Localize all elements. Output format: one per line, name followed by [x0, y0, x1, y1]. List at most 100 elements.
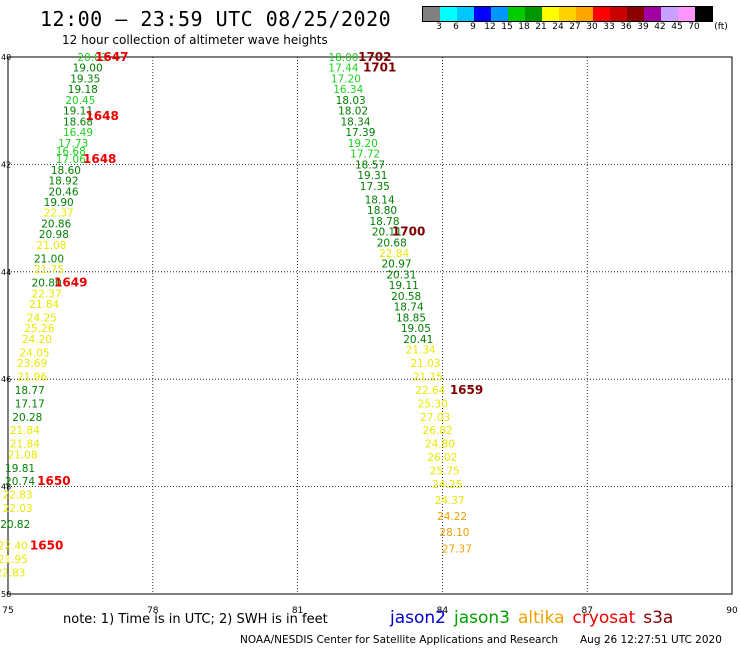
wave-height-value: 18.03	[336, 95, 366, 107]
wave-height-value: 24.37	[435, 495, 465, 507]
color-scale-label: 12	[484, 22, 496, 32]
wave-height-value: 19.11	[63, 106, 93, 118]
wave-height-value: 16.68	[56, 146, 86, 158]
wave-height-value: 17.44	[328, 63, 358, 75]
wave-height-value: 18.77	[15, 385, 45, 397]
wave-height-value: 20.41	[403, 334, 433, 346]
color-swatch	[440, 7, 457, 21]
color-scale-unit: (ft)	[714, 22, 728, 32]
color-swatch	[695, 7, 712, 21]
wave-height-value: 16.49	[63, 127, 93, 139]
time-label: 1648	[85, 109, 118, 123]
wave-height-value: 19.35	[70, 73, 100, 85]
x-tick-label: 81	[292, 606, 303, 616]
time-label: 1647	[95, 50, 128, 64]
color-scale-label: 6	[453, 22, 459, 32]
wave-height-value: 20.82	[0, 519, 30, 531]
color-scale-label: 42	[654, 22, 666, 32]
color-swatch	[457, 7, 474, 21]
wave-height-value: 20.86	[41, 218, 71, 230]
wave-height-value: 21.95	[0, 554, 28, 566]
wave-height-value: 21.96	[17, 372, 47, 384]
wave-height-value: 19.81	[5, 463, 35, 475]
y-tick-label: 50	[1, 590, 11, 599]
time-label: 1702	[358, 50, 391, 64]
color-scale-label: 70	[688, 22, 700, 32]
color-swatch	[474, 7, 491, 21]
wave-height-value: 22.83	[0, 568, 25, 580]
time-label: 1650	[30, 539, 63, 553]
wave-height-value: 18.14	[365, 194, 395, 206]
wave-height-value: 20.68	[377, 237, 407, 249]
wave-height-value: 25.30	[418, 398, 448, 410]
time-label: 1648	[83, 152, 116, 166]
color-swatch	[491, 7, 508, 21]
wave-height-value: 19.90	[44, 197, 74, 209]
color-swatch	[593, 7, 610, 21]
time-label: 1701	[363, 61, 396, 75]
wave-height-value: 27.37	[442, 543, 472, 555]
wave-height-value: 21.34	[406, 345, 436, 357]
legend-item: jason3	[454, 608, 510, 628]
color-scale-label: 18	[518, 22, 530, 32]
color-scale-labels: 3 6 9 12 15 18 21 24 27 30 33 36 39 42 45 70 (ft)	[422, 22, 732, 34]
color-scale-label: 33	[603, 22, 615, 32]
wave-height-value: 18.60	[51, 165, 81, 177]
wave-height-value: 18.80	[367, 205, 397, 217]
x-tick-label: 84	[437, 606, 449, 616]
color-swatch	[423, 7, 440, 21]
color-scale-bar	[422, 6, 713, 22]
wave-height-value: 19.31	[357, 170, 387, 182]
wave-height-value: 20.03	[77, 52, 107, 64]
wave-height-value: 20.28	[12, 412, 42, 424]
wave-height-value: 24.05	[20, 347, 50, 359]
wave-height-value: 22.37	[32, 288, 62, 300]
color-scale-label: 36	[620, 22, 632, 32]
wave-height-value: 20.46	[48, 186, 78, 198]
wave-height-value: 21.75	[34, 264, 64, 276]
wave-height-value: 22.83	[3, 490, 33, 502]
color-scale-label: 45	[671, 22, 683, 32]
wave-height-labels: 20.0319.0019.3519.1820.4519.1118.6816.49…	[0, 52, 472, 580]
legend-item: jason2	[390, 608, 446, 628]
map-frame	[7, 56, 733, 595]
wave-height-value: 21.03	[410, 358, 440, 370]
wave-height-value: 19.05	[401, 323, 431, 335]
wave-height-value: 25.26	[24, 323, 54, 335]
wave-height-value: 20.45	[65, 95, 95, 107]
wave-height-value: 18.68	[63, 116, 93, 128]
note-text: note: 1) Time is in UTC; 2) SWH is in fe…	[63, 612, 328, 627]
color-swatch	[627, 7, 644, 21]
color-scale-label: 9	[470, 22, 476, 32]
wave-height-value: 18.85	[396, 312, 426, 324]
wave-height-value: 19.11	[389, 280, 419, 292]
wave-height-value: 19.20	[348, 138, 378, 150]
y-tick-label: 42	[1, 160, 11, 169]
wave-height-value: 22.37	[44, 208, 74, 220]
wave-height-value: 21.84	[10, 425, 40, 437]
wave-height-value: 25.75	[430, 465, 460, 477]
wave-height-value: 22.03	[3, 503, 33, 515]
wave-height-value: 18.34	[340, 116, 370, 128]
color-scale-label: 3	[436, 22, 442, 32]
wave-height-value: 23.69	[17, 358, 47, 370]
y-tick-label: 46	[1, 375, 11, 384]
wave-height-value: 20.11	[372, 227, 402, 239]
color-scale-label: 27	[569, 22, 581, 32]
wave-height-value: 24.80	[425, 439, 455, 451]
color-swatch	[576, 7, 593, 21]
footer-timestamp: Aug 26 12:27:51 UTC 2020	[580, 634, 722, 646]
wave-height-value: 17.35	[360, 181, 390, 193]
color-scale-label: 39	[637, 22, 649, 32]
wave-height-value: 24.25	[432, 479, 462, 491]
wave-height-value: 22.40	[0, 541, 28, 553]
wave-height-value: 18.78	[369, 216, 399, 228]
wave-height-value: 19.18	[68, 84, 98, 96]
wave-height-value: 24.25	[27, 312, 57, 324]
color-swatch	[508, 7, 525, 21]
footer-credit: NOAA/NESDIS Center for Satellite Applica…	[240, 634, 558, 646]
wave-height-value: 20.58	[391, 291, 421, 303]
color-swatch	[525, 7, 542, 21]
color-swatch	[661, 7, 678, 21]
wave-height-value: 26.82	[423, 425, 453, 437]
